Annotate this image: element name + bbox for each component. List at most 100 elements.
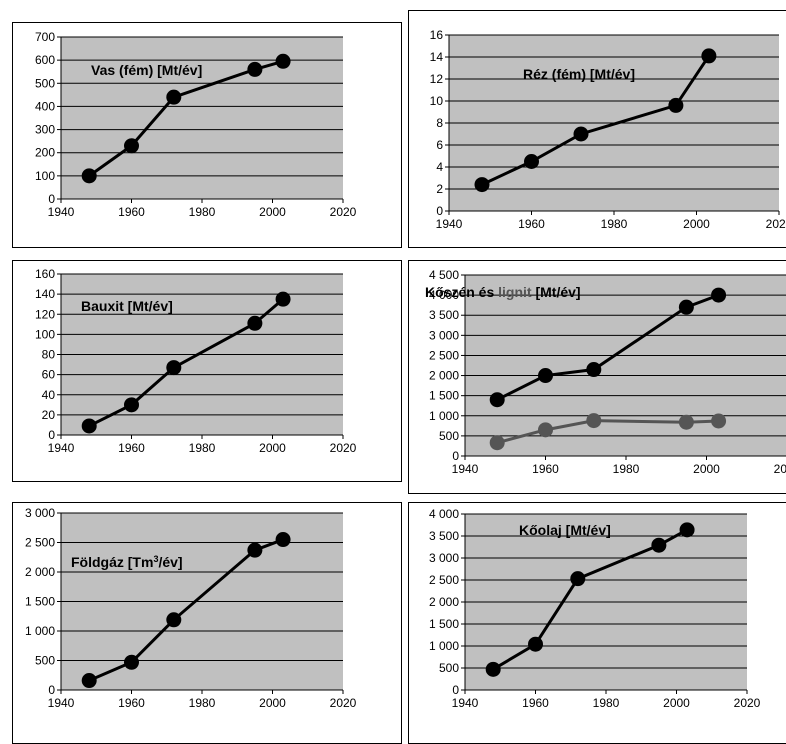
y-tick-label: 0 <box>436 204 443 218</box>
data-point <box>275 532 291 548</box>
y-tick-label: 600 <box>35 53 55 67</box>
y-tick-label: 200 <box>35 146 55 160</box>
x-tick-label: 1980 <box>189 205 216 219</box>
y-tick-label: 0 <box>452 683 459 697</box>
data-point <box>166 360 182 376</box>
x-tick-label: 1940 <box>48 441 75 455</box>
data-point <box>275 53 291 69</box>
y-tick-label: 12 <box>430 72 444 86</box>
data-point <box>81 673 97 689</box>
y-tick-label: 14 <box>430 50 444 64</box>
data-point <box>166 612 182 628</box>
y-tick-label: 500 <box>439 661 459 675</box>
data-point <box>711 287 727 303</box>
data-point <box>538 422 553 438</box>
y-tick-label: 500 <box>35 654 55 668</box>
data-point <box>485 661 501 677</box>
data-point <box>124 654 139 670</box>
y-tick-label: 500 <box>35 76 55 90</box>
chart-title: Földgáz [Tm3/év] <box>71 554 183 570</box>
chart-svg: 0 20 40 60 80 100 120 140 160 1940 1960 1980 2000 202… <box>35 267 357 455</box>
x-tick-label: 2020 <box>734 696 761 710</box>
data-point <box>166 89 182 105</box>
data-point <box>528 636 543 652</box>
chart-koszen: 0 500 1 000 1 500 2 000 2 500 3 000 3 500 4 000 4… <box>408 260 786 494</box>
plot-area <box>465 275 786 456</box>
y-tick-label: 3 000 <box>25 506 55 520</box>
x-tick-label: 1960 <box>532 462 559 476</box>
y-tick-label: 2 000 <box>429 369 459 383</box>
y-tick-label: 1 000 <box>429 639 459 653</box>
y-tick-label: 1 500 <box>429 389 459 403</box>
y-tick-label: 0 <box>48 428 55 442</box>
y-tick-label: 40 <box>42 388 56 402</box>
y-tick-label: 1 500 <box>25 595 55 609</box>
y-tick-label: 500 <box>439 429 459 443</box>
x-tick-label: 1960 <box>118 205 145 219</box>
y-tick-label: 4 <box>436 160 443 174</box>
y-tick-label: 1 500 <box>429 617 459 631</box>
chart-foldgaz: 0 500 1 000 1 500 2 000 2 500 3 000 1940 1960 198… <box>12 502 402 744</box>
x-tick-label: 1940 <box>48 696 75 710</box>
x-tick-label: 1980 <box>601 217 628 231</box>
data-point <box>570 571 586 587</box>
y-tick-label: 100 <box>35 327 55 341</box>
y-tick-label: 2 <box>436 182 443 196</box>
data-point <box>474 177 490 193</box>
data-point <box>586 413 602 429</box>
y-tick-label: 10 <box>430 94 444 108</box>
y-tick-label: 2 500 <box>25 536 55 550</box>
chart-rez: 0 2 4 6 8 10 12 14 16 1940 1960 1980 2000 2020 Réz (fé… <box>408 10 786 248</box>
x-tick-label: 1940 <box>452 462 479 476</box>
x-tick-label: 1980 <box>593 696 620 710</box>
y-tick-label: 2 500 <box>429 348 459 362</box>
y-tick-label: 6 <box>436 138 443 152</box>
data-point <box>586 362 602 378</box>
chart-title: Kőszén és lignit [Mt/év] <box>425 284 581 300</box>
chart-title: Réz (fém) [Mt/év] <box>523 66 635 82</box>
chart-title: Vas (fém) [Mt/év] <box>91 62 202 78</box>
x-tick-label: 2000 <box>683 217 710 231</box>
data-point <box>124 397 139 413</box>
y-tick-label: 400 <box>35 99 55 113</box>
x-tick-label: 2000 <box>259 441 286 455</box>
x-tick-label: 2000 <box>259 696 286 710</box>
chart-svg: 0 500 1 000 1 500 2 000 2 500 3 000 3 500 4 000 1… <box>429 507 761 710</box>
y-tick-label: 80 <box>42 348 56 362</box>
chart-svg: 0 2 4 6 8 10 12 14 16 1940 1960 1980 2000 2020 Réz (fé… <box>430 28 786 231</box>
chart-bauxit: 0 20 40 60 80 100 120 140 160 1940 1960 1980 2000 202… <box>12 260 402 482</box>
data-point <box>678 299 694 315</box>
chart-svg: 0 100 200 300 400 500 600 700 1940 1960 1980 2000 20… <box>35 30 357 219</box>
data-point <box>489 435 505 451</box>
y-tick-label: 0 <box>452 449 459 463</box>
y-tick-label: 3 000 <box>429 551 459 565</box>
y-tick-label: 16 <box>430 28 444 42</box>
data-point <box>247 542 263 558</box>
x-tick-label: 2000 <box>259 205 286 219</box>
y-tick-label: 60 <box>42 368 56 382</box>
y-tick-label: 100 <box>35 169 55 183</box>
x-tick-label: 1960 <box>522 696 549 710</box>
y-tick-label: 140 <box>35 287 55 301</box>
y-tick-label: 3 000 <box>429 328 459 342</box>
x-tick-label: 1940 <box>436 217 463 231</box>
data-point <box>275 291 291 307</box>
data-point <box>489 392 505 408</box>
y-tick-label: 2 000 <box>429 595 459 609</box>
y-tick-label: 3 500 <box>429 308 459 322</box>
x-tick-label: 2000 <box>663 696 690 710</box>
y-tick-label: 4 000 <box>429 507 459 521</box>
x-tick-label: 2020 <box>330 205 357 219</box>
data-point <box>711 413 727 429</box>
chart-title: Kőolaj [Mt/év] <box>519 522 611 538</box>
y-tick-label: 20 <box>42 408 56 422</box>
x-tick-label: 1940 <box>452 696 479 710</box>
chart-title: Bauxit [Mt/év] <box>81 298 173 314</box>
data-point <box>81 418 97 434</box>
y-tick-label: 3 500 <box>429 529 459 543</box>
x-tick-label: 1960 <box>118 441 145 455</box>
data-point <box>668 97 684 113</box>
x-tick-label: 2020 <box>330 441 357 455</box>
data-point <box>573 126 589 142</box>
data-point <box>124 138 139 154</box>
